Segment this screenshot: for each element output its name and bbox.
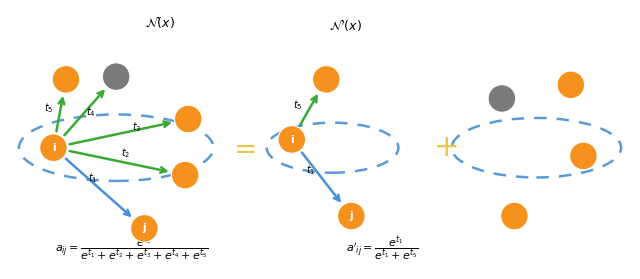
Text: $a'_{ij} = \dfrac{e^{t_1}}{e^{t_1} + e^{t_5}}$: $a'_{ij} = \dfrac{e^{t_1}}{e^{t_1} + e^{… xyxy=(346,234,419,263)
Ellipse shape xyxy=(337,202,365,230)
Ellipse shape xyxy=(570,142,597,170)
Text: $\mathcal{N}'(x)$: $\mathcal{N}'(x)$ xyxy=(328,17,362,33)
Text: i: i xyxy=(52,143,55,153)
Text: $+$: $+$ xyxy=(433,133,458,162)
Text: j: j xyxy=(143,223,146,233)
Ellipse shape xyxy=(52,66,80,93)
Ellipse shape xyxy=(172,161,199,189)
Text: $t_3$: $t_3$ xyxy=(132,121,141,134)
Ellipse shape xyxy=(40,134,67,162)
Ellipse shape xyxy=(500,202,528,230)
Text: $t_5$: $t_5$ xyxy=(293,98,303,112)
Ellipse shape xyxy=(488,85,516,112)
Text: $t_1$: $t_1$ xyxy=(88,171,97,185)
Text: i: i xyxy=(290,134,294,145)
Text: $t_2$: $t_2$ xyxy=(121,146,131,160)
Text: $t_5$: $t_5$ xyxy=(44,101,53,115)
Ellipse shape xyxy=(312,66,340,93)
Ellipse shape xyxy=(102,63,130,90)
Text: $\mathcal{N}(x)$: $\mathcal{N}(x)$ xyxy=(145,14,175,30)
Ellipse shape xyxy=(175,105,202,133)
Text: $=$: $=$ xyxy=(228,134,255,162)
Ellipse shape xyxy=(278,126,305,153)
Text: j: j xyxy=(349,211,353,221)
Ellipse shape xyxy=(557,71,585,98)
Text: $t_1$: $t_1$ xyxy=(305,164,315,177)
Text: $t_4$: $t_4$ xyxy=(86,105,96,119)
Text: $a_{ij} = \dfrac{e^{t_1}}{e^{t_1} + e^{t_2} + e^{t_3} + e^{t_4} + e^{t_5}}$: $a_{ij} = \dfrac{e^{t_1}}{e^{t_1} + e^{t… xyxy=(55,234,209,263)
Ellipse shape xyxy=(131,215,158,242)
